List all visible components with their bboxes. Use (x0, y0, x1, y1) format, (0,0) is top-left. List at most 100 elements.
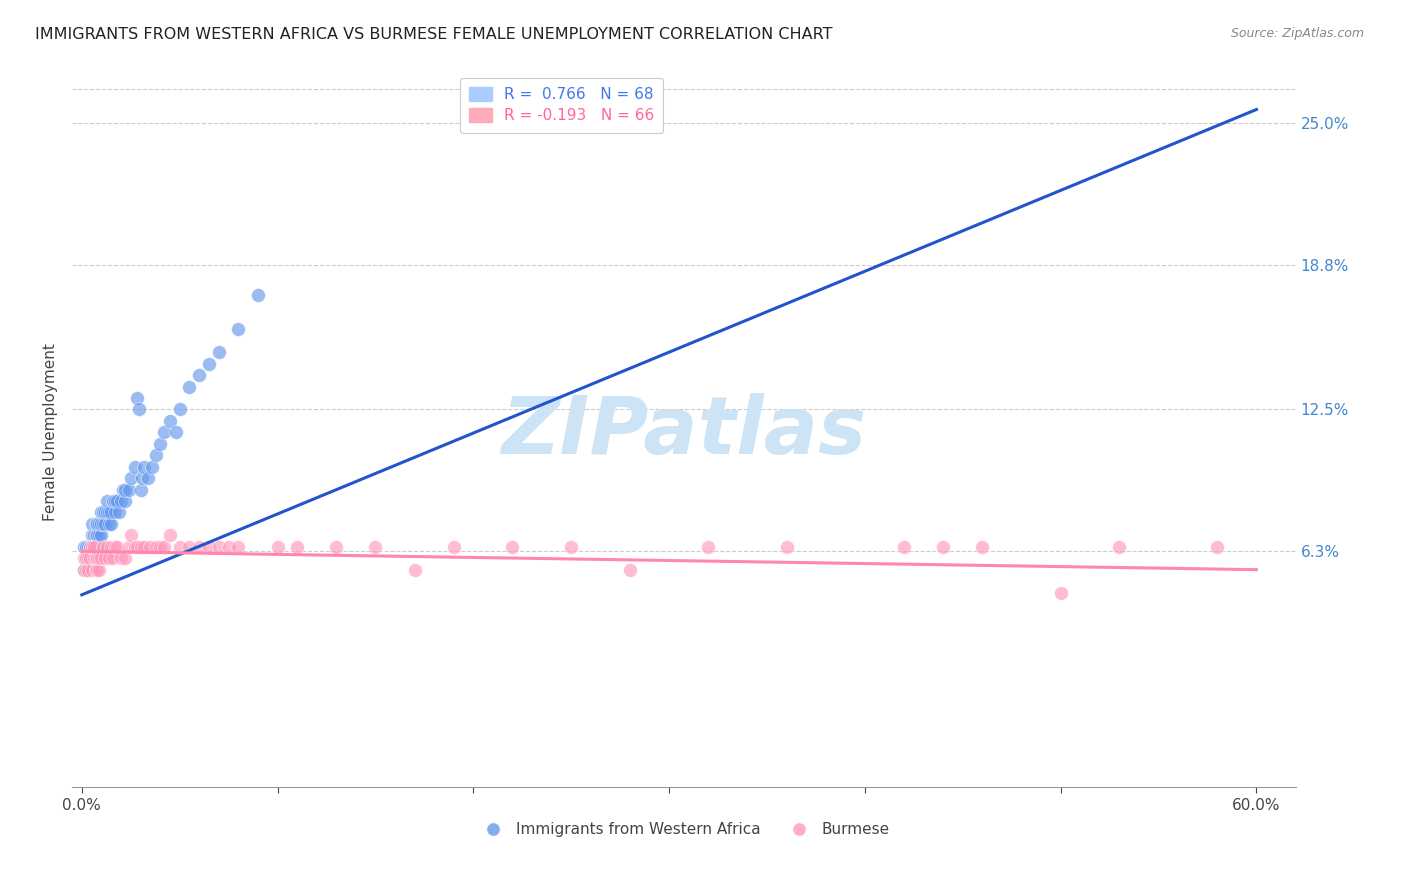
Point (105, 540, 128, 554)
Point (125, 540, 148, 554)
Point (139, 540, 162, 554)
Point (188, 368, 211, 382)
Point (198, 540, 221, 554)
Point (91, 540, 114, 554)
Point (84, 540, 107, 554)
Point (76, 540, 98, 554)
Text: ZIPatlas: ZIPatlas (502, 393, 866, 471)
Point (90, 551, 112, 566)
Point (141, 459, 163, 474)
Point (120, 528, 142, 542)
Point (153, 425, 176, 440)
Point (94, 505, 117, 519)
Point (228, 322, 250, 336)
Point (75, 551, 97, 566)
Point (80, 540, 103, 554)
Point (188, 540, 211, 554)
Point (169, 402, 191, 417)
Point (101, 494, 124, 508)
Point (1206, 540, 1229, 554)
Point (218, 540, 240, 554)
Point (89, 563, 111, 577)
Point (86, 516, 108, 531)
Point (90, 505, 112, 519)
Point (246, 288, 269, 302)
Point (96, 494, 118, 508)
Point (84, 528, 107, 542)
Point (159, 528, 181, 542)
Point (145, 448, 167, 462)
Point (198, 357, 221, 371)
Point (86, 551, 108, 566)
Point (83, 551, 105, 566)
Y-axis label: Female Unemployment: Female Unemployment (44, 343, 58, 521)
Point (972, 540, 994, 554)
Point (96, 540, 118, 554)
Point (84, 516, 107, 531)
Point (100, 540, 122, 554)
Point (697, 540, 720, 554)
Point (110, 551, 132, 566)
Point (775, 540, 797, 554)
Point (128, 402, 150, 417)
Point (619, 563, 641, 577)
Point (89, 528, 111, 542)
Point (134, 459, 156, 474)
Point (100, 505, 122, 519)
Point (149, 436, 172, 450)
Point (79, 540, 101, 554)
Point (86, 540, 108, 554)
Point (165, 425, 187, 440)
Point (75, 563, 97, 577)
Point (98, 516, 121, 531)
Point (83, 551, 105, 566)
Point (98, 551, 121, 566)
Point (125, 391, 148, 405)
Point (134, 540, 156, 554)
Point (76, 551, 98, 566)
Point (89, 551, 111, 566)
Point (1108, 540, 1130, 554)
Point (104, 505, 127, 519)
Point (76, 551, 98, 566)
Point (129, 540, 152, 554)
Point (100, 516, 122, 531)
Point (86, 528, 108, 542)
Point (89, 516, 111, 531)
Point (91, 505, 114, 519)
Point (94, 551, 117, 566)
Legend: Immigrants from Western Africa, Burmese: Immigrants from Western Africa, Burmese (471, 816, 896, 843)
Point (114, 483, 136, 497)
Point (228, 540, 250, 554)
Point (83, 528, 105, 542)
Point (179, 540, 201, 554)
Point (79, 540, 101, 554)
Point (80, 516, 103, 531)
Point (118, 483, 141, 497)
Point (285, 540, 308, 554)
Point (75, 540, 97, 554)
Point (104, 540, 127, 554)
Point (86, 563, 108, 577)
Point (364, 540, 387, 554)
Point (159, 414, 181, 428)
Point (83, 540, 105, 554)
Point (80, 540, 103, 554)
Point (90, 528, 112, 542)
Point (79, 551, 101, 566)
Text: Source: ZipAtlas.com: Source: ZipAtlas.com (1230, 27, 1364, 40)
Point (80, 563, 103, 577)
Point (560, 540, 582, 554)
Point (73, 563, 96, 577)
Point (502, 540, 524, 554)
Point (73, 551, 96, 566)
Point (932, 540, 955, 554)
Point (131, 471, 153, 485)
Point (89, 540, 111, 554)
Point (73, 540, 96, 554)
Point (325, 540, 347, 554)
Point (101, 551, 124, 566)
Point (84, 551, 107, 566)
Point (110, 494, 132, 508)
Point (90, 516, 112, 531)
